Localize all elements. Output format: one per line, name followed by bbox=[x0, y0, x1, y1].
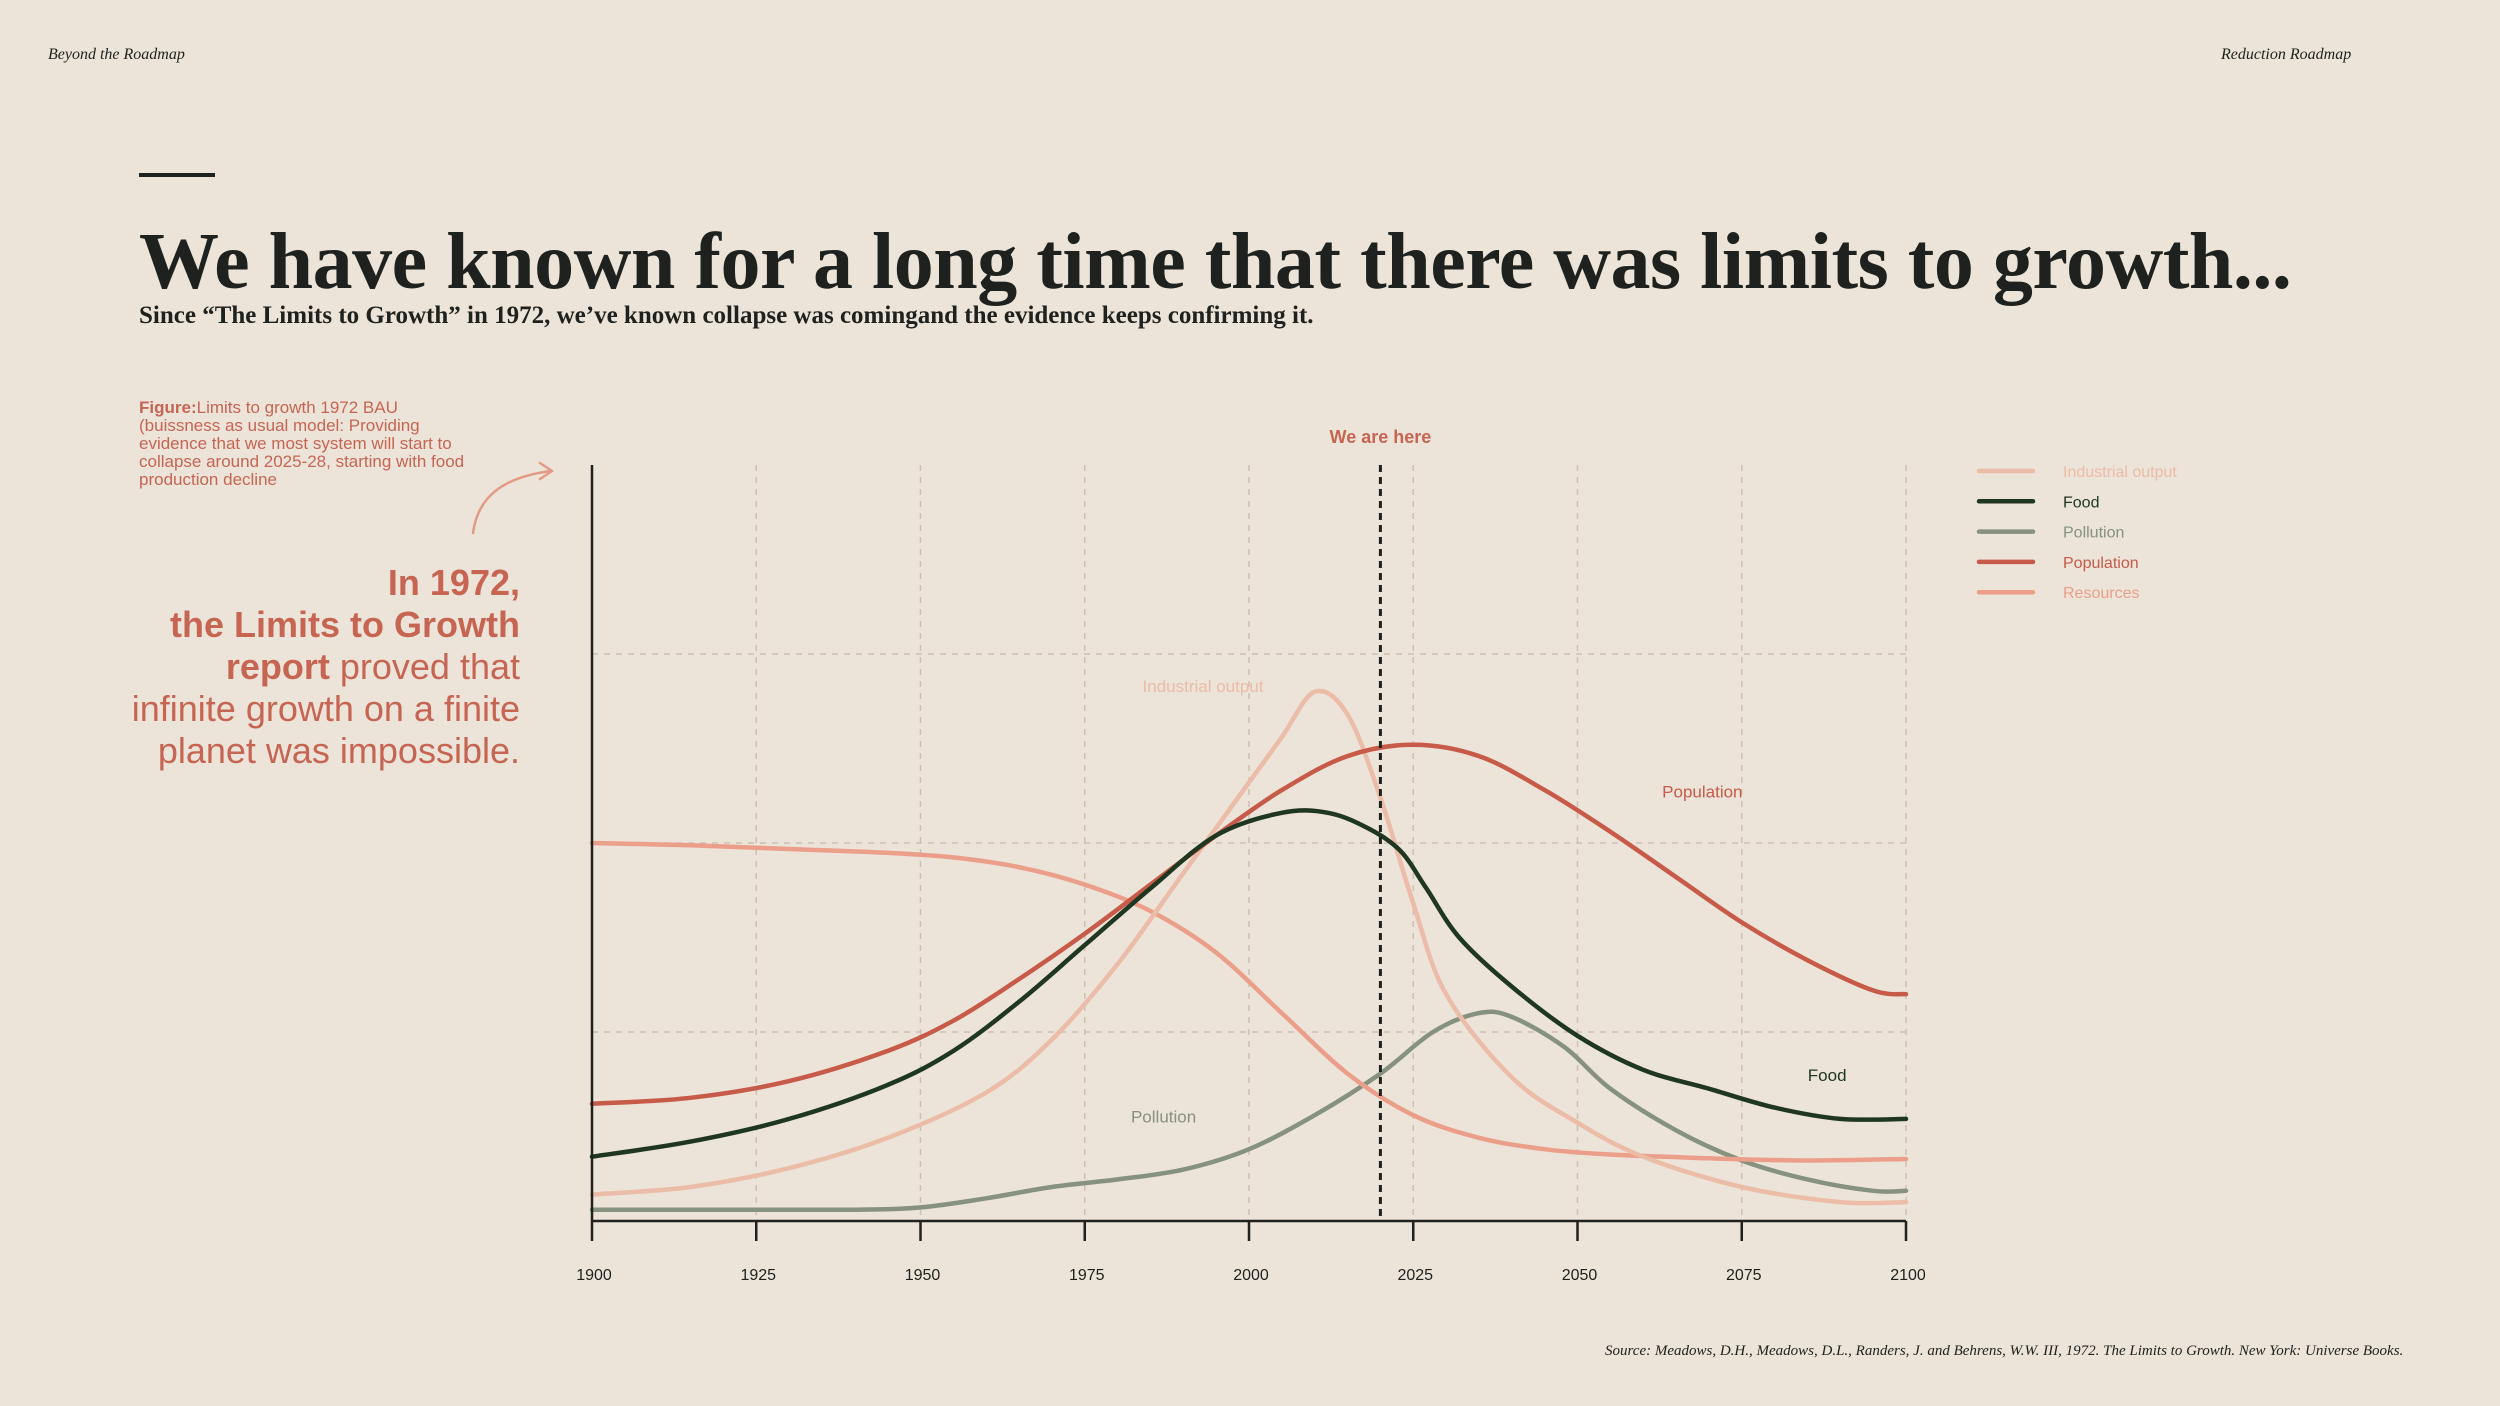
legend: Industrial output Food Pollution Population… bbox=[1976, 464, 2177, 602]
legend-label-industrial-output: Industrial output bbox=[2063, 464, 2177, 481]
title-accent-bar bbox=[139, 173, 215, 177]
legend-label-food: Food bbox=[2063, 494, 2099, 511]
callout-quote: In 1972, the Limits to Growth report pro… bbox=[80, 562, 520, 772]
legend-label-population: Population bbox=[2063, 555, 2139, 572]
header-right: Reduction Roadmap bbox=[2221, 46, 2352, 63]
series-label-layer: Industrial output Food Pollution Population bbox=[1131, 677, 1847, 1127]
series-label-pollution: Pollution bbox=[1131, 1108, 1196, 1127]
curved-arrow-icon bbox=[471, 461, 554, 535]
legend-item-industrial-output: Industrial output bbox=[1976, 464, 2177, 481]
x-tick-label-2000: 2000 bbox=[1233, 1267, 1269, 1284]
series-line-population bbox=[589, 742, 1909, 1107]
legend-item-resources: Resources bbox=[1976, 585, 2139, 602]
x-tick-label-2050: 2050 bbox=[1562, 1267, 1598, 1284]
series-layer bbox=[589, 688, 1909, 1213]
figure-note-text: Limits to growth 1972 BAU (buissness as … bbox=[139, 398, 465, 489]
legend-item-food: Food bbox=[1976, 494, 2099, 511]
x-tick-label-1975: 1975 bbox=[1069, 1267, 1105, 1284]
x-tick-label-1900: 1900 bbox=[576, 1267, 612, 1284]
page-subtitle: Since “The Limits to Growth” in 1972, we… bbox=[139, 302, 1314, 329]
legend-label-resources: Resources bbox=[2063, 585, 2139, 602]
callout-line-3: report proved that bbox=[80, 646, 520, 688]
page-title: We have known for a long time that there… bbox=[139, 218, 2292, 306]
series-line-food bbox=[589, 808, 1909, 1159]
series-line-resources bbox=[589, 840, 1909, 1163]
series-line-pollution bbox=[589, 1009, 1909, 1213]
callout-line-3-rest: proved that bbox=[329, 646, 520, 687]
source-citation: Source: Meadows, D.H., Meadows, D.L., Ra… bbox=[1605, 1343, 2404, 1359]
callout-line-2: the Limits to Growth bbox=[170, 604, 520, 645]
legend-label-pollution: Pollution bbox=[2063, 525, 2124, 542]
we-are-here-label: We are here bbox=[1330, 427, 1432, 447]
callout-line-4: infinite growth on a finite bbox=[131, 688, 520, 729]
header-left: Beyond the Roadmap bbox=[48, 46, 185, 63]
grid-layer bbox=[592, 465, 1907, 1221]
legend-item-pollution: Pollution bbox=[1976, 525, 2124, 542]
axis-layer: 1900 1925 1950 1975 2000 2025 2050 2075 2100 bbox=[576, 465, 1926, 1284]
figure-note: Figure:Limits to growth 1972 BAU (buissn… bbox=[139, 399, 469, 489]
callout-line-5: planet was impossible. bbox=[157, 730, 520, 771]
x-tick-label-1950: 1950 bbox=[905, 1267, 941, 1284]
marker-layer: We are here bbox=[1330, 427, 1432, 1221]
figure-note-label: Figure: bbox=[139, 398, 197, 417]
series-label-population: Population bbox=[1662, 783, 1742, 802]
callout-line-3-strong: report bbox=[225, 646, 330, 687]
x-tick-label-2100: 2100 bbox=[1890, 1267, 1926, 1284]
series-label-industrial-output: Industrial output bbox=[1143, 677, 1264, 696]
x-tick-label-2025: 2025 bbox=[1397, 1267, 1433, 1284]
legend-item-population: Population bbox=[1976, 555, 2139, 572]
x-tick-label-1925: 1925 bbox=[740, 1267, 776, 1284]
x-tick-label-2075: 2075 bbox=[1726, 1267, 1762, 1284]
series-label-food: Food bbox=[1808, 1066, 1847, 1085]
callout-line-1: In 1972, bbox=[387, 562, 520, 603]
series-line-industrial-output bbox=[589, 688, 1909, 1206]
